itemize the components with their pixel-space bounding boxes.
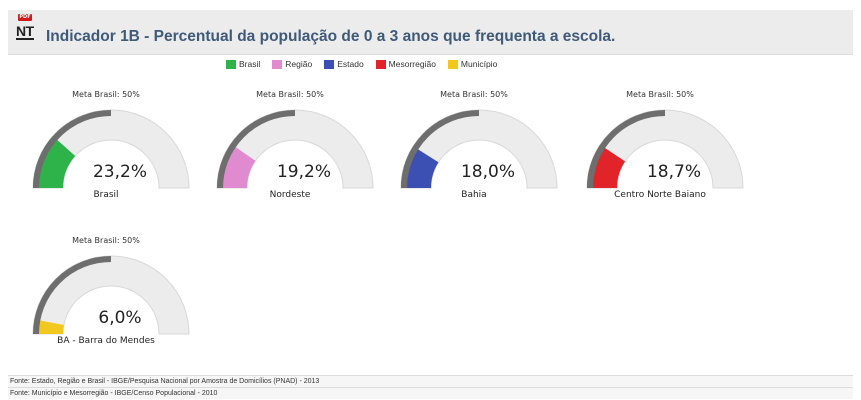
legend-swatch-mesorregiao (375, 59, 386, 69)
gauge-target-arc (33, 110, 112, 189)
legend-item-municipio: Município (447, 59, 498, 69)
legend-item-brasil: Brasil (226, 59, 260, 69)
legend-swatch-regiao (272, 59, 283, 69)
gauge-value-label: 19,2% (276, 162, 331, 182)
source-note-1: Fonte: Estado, Região e Brasil - IBGE/Pe… (8, 375, 853, 387)
gauge-category-label: Nordeste (269, 190, 311, 200)
legend-label-mesorregiao: Mesorregião (388, 59, 436, 69)
indicator-title: Indicador 1B - Percentual da população d… (46, 28, 616, 45)
gauge-brasil: Meta Brasil: 50% 23,2% Brasil (26, 90, 196, 215)
gauge-target-label: Meta Brasil: 50% (72, 236, 140, 245)
gauge-barra-do-mendes: Meta Brasil: 50% 6,0% BA - Barra do Mend… (26, 236, 196, 361)
chart-legend: Brasil Região Estado Mesorregião Municíp… (226, 58, 497, 70)
legend-label-regiao: Região (285, 59, 313, 69)
gauge-svg (32, 255, 190, 335)
gauge-svg (400, 109, 558, 189)
gauge-svg (216, 109, 374, 189)
nt-badge-text: NT (16, 23, 34, 40)
gauge-category-label: Centro Norte Baiano (614, 190, 706, 200)
legend-label-estado: Estado (337, 59, 364, 69)
legend-label-municipio: Município (460, 59, 498, 69)
gauge-svg (32, 109, 190, 189)
legend-swatch-municipio (447, 59, 458, 69)
legend-label-brasil: Brasil (239, 59, 261, 69)
gauge-target-arc (587, 110, 666, 189)
gauge-bahia: Meta Brasil: 50% 18,0% Bahia (394, 90, 564, 215)
indicator-header: PDF NT Indicador 1B - Percentual da popu… (8, 10, 853, 55)
gauge-target-label: Meta Brasil: 50% (440, 90, 508, 99)
gauge-target-arc (401, 110, 480, 189)
gauge-category-label: Bahia (461, 190, 487, 200)
legend-swatch-brasil (226, 59, 236, 69)
legend-item-estado: Estado (324, 59, 364, 69)
gauge-centro-norte-baiano: Meta Brasil: 50% 18,7% Centro Norte Baia… (580, 90, 750, 215)
gauge-nordeste: Meta Brasil: 50% 19,2% Nordeste (210, 90, 380, 215)
legend-item-regiao: Região (272, 59, 312, 69)
gauge-target-arc (217, 110, 296, 189)
gauge-value-label: 18,7% (646, 162, 701, 182)
gauge-category-label: Brasil (93, 190, 119, 200)
source-note-2: Fonte: Município e Mesorregião - IBGE/Ce… (8, 387, 853, 399)
pdf-badge: PDF (18, 14, 32, 21)
legend-swatch-estado (324, 59, 335, 69)
gauge-value-label: 23,2% (92, 162, 147, 182)
gauge-value-label: 18,0% (460, 162, 515, 182)
gauge-target-arc (33, 256, 112, 335)
gauge-category-label: BA - Barra do Mendes (57, 336, 155, 346)
gauge-target-label: Meta Brasil: 50% (256, 90, 324, 99)
gauge-value-label: 6,0% (98, 308, 142, 328)
legend-item-mesorregiao: Mesorregião (375, 59, 436, 69)
gauge-svg (586, 109, 744, 189)
gauge-target-label: Meta Brasil: 50% (626, 90, 694, 99)
gauge-target-label: Meta Brasil: 50% (72, 90, 140, 99)
gauge-value-arc (33, 319, 64, 334)
nt-badge-icon[interactable]: PDF NT (16, 14, 36, 46)
